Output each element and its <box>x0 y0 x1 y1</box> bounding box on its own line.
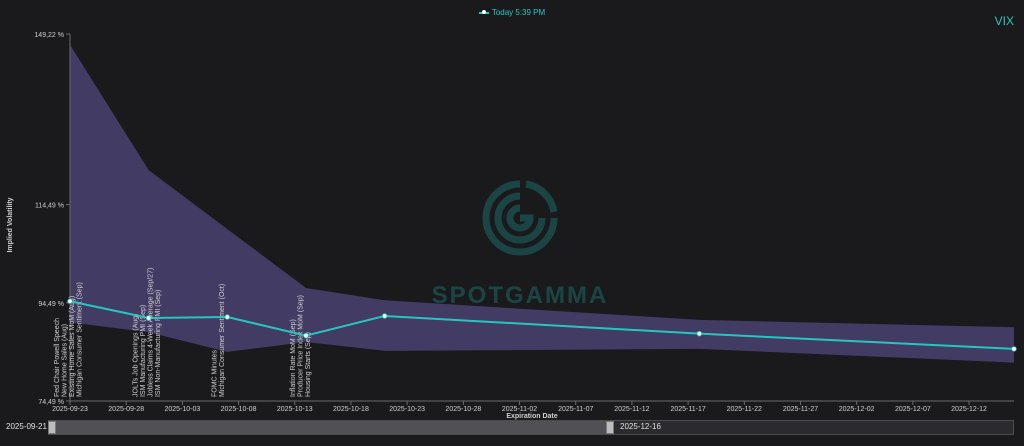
x-tick-label: 2025-11-02 <box>502 406 537 413</box>
event-label: ISM Manufacturing PMI (Sep) <box>140 305 147 397</box>
x-tick-label: 2025-12-02 <box>839 406 875 413</box>
x-tick-label: 2025-11-22 <box>727 406 762 413</box>
event-label: Inflation Rate MoM (Sep) <box>290 319 297 397</box>
x-tick-label: 2025-09-23 <box>52 406 88 413</box>
ticker-symbol: VIX <box>994 14 1014 28</box>
y-tick-label: 74,49 % <box>38 399 64 406</box>
iv-range-band <box>70 44 1014 363</box>
iv-data-point <box>1011 346 1017 352</box>
x-tick-label: 2025-10-13 <box>277 406 313 413</box>
event-label: Housing Starts (Sep) <box>305 332 312 397</box>
event-label: Producer Price Index MoM (Sep) <box>298 295 305 397</box>
slider-right-handle[interactable] <box>606 421 614 434</box>
x-tick-label: 2025-11-27 <box>783 406 818 413</box>
y-tick-label: 114,49 % <box>35 203 64 210</box>
watermark-text: SPOTGAMMA <box>431 282 609 309</box>
iv-data-point <box>303 332 309 339</box>
slider-end-date: 2025-12-16 <box>620 422 661 431</box>
iv-data-point <box>381 313 388 319</box>
iv-data-point <box>145 315 152 321</box>
x-tick-label: 2025-09-28 <box>108 406 144 413</box>
x-axis-title: Expiration Date <box>506 413 557 420</box>
x-tick-label: 2025-10-28 <box>445 406 481 413</box>
x-tick-label: 2025-11-07 <box>558 406 593 413</box>
legend-line-icon <box>478 9 489 14</box>
event-label: JOLTs Job Openings (Aug) <box>133 313 140 397</box>
x-tick-label: 2025-11-12 <box>614 406 649 413</box>
iv-data-point <box>696 330 703 337</box>
x-tick-label: 2025-10-03 <box>164 406 200 413</box>
spotgamma-logo-icon <box>482 180 558 256</box>
chart-legend[interactable]: Today 5:39 PM <box>0 8 1024 17</box>
x-tick-label: 2025-12-12 <box>951 406 987 413</box>
x-tick-label: 2025-10-18 <box>333 406 369 413</box>
slider-left-handle[interactable] <box>48 421 56 434</box>
event-label: Fed Chair Powell Speech <box>54 318 61 397</box>
event-label: Existing Home Sales MoM (Aug) <box>69 296 76 397</box>
y-tick-label: 94,49 % <box>38 301 64 308</box>
y-tick-label: 149,22 % <box>34 32 64 39</box>
event-label: Michigan Consumer Sentiment (Sep) <box>77 282 84 397</box>
event-label: New Home Sales (Aug) <box>62 324 69 397</box>
x-tick-label: 2025-10-23 <box>389 406 425 413</box>
spotgamma-watermark: SPOTGAMMA <box>410 178 630 309</box>
y-axis-title: Implied Volatility <box>7 197 14 252</box>
date-range-slider[interactable]: 2025-09-21 2025-12-16 <box>0 420 1024 436</box>
event-label: ISM Non-Manufacturing PMI (Sep) <box>155 290 162 397</box>
x-tick-label: 2025-12-07 <box>895 406 931 413</box>
iv-data-point <box>224 314 231 320</box>
x-tick-label: 2025-11-17 <box>670 406 705 413</box>
event-label: Michigan Consumer Sentiment (Oct) <box>219 284 226 397</box>
iv-data-point <box>67 298 73 304</box>
slider-start-date: 2025-09-21 <box>6 422 47 431</box>
slider-selected-range[interactable] <box>56 421 607 434</box>
event-label: FOMC Minutes <box>211 349 218 397</box>
legend-label: Today 5:39 PM <box>491 8 546 17</box>
event-label: Jobless Claims 4-Week Average (Sep/27) <box>148 268 155 397</box>
x-tick-label: 2025-10-08 <box>221 406 257 413</box>
